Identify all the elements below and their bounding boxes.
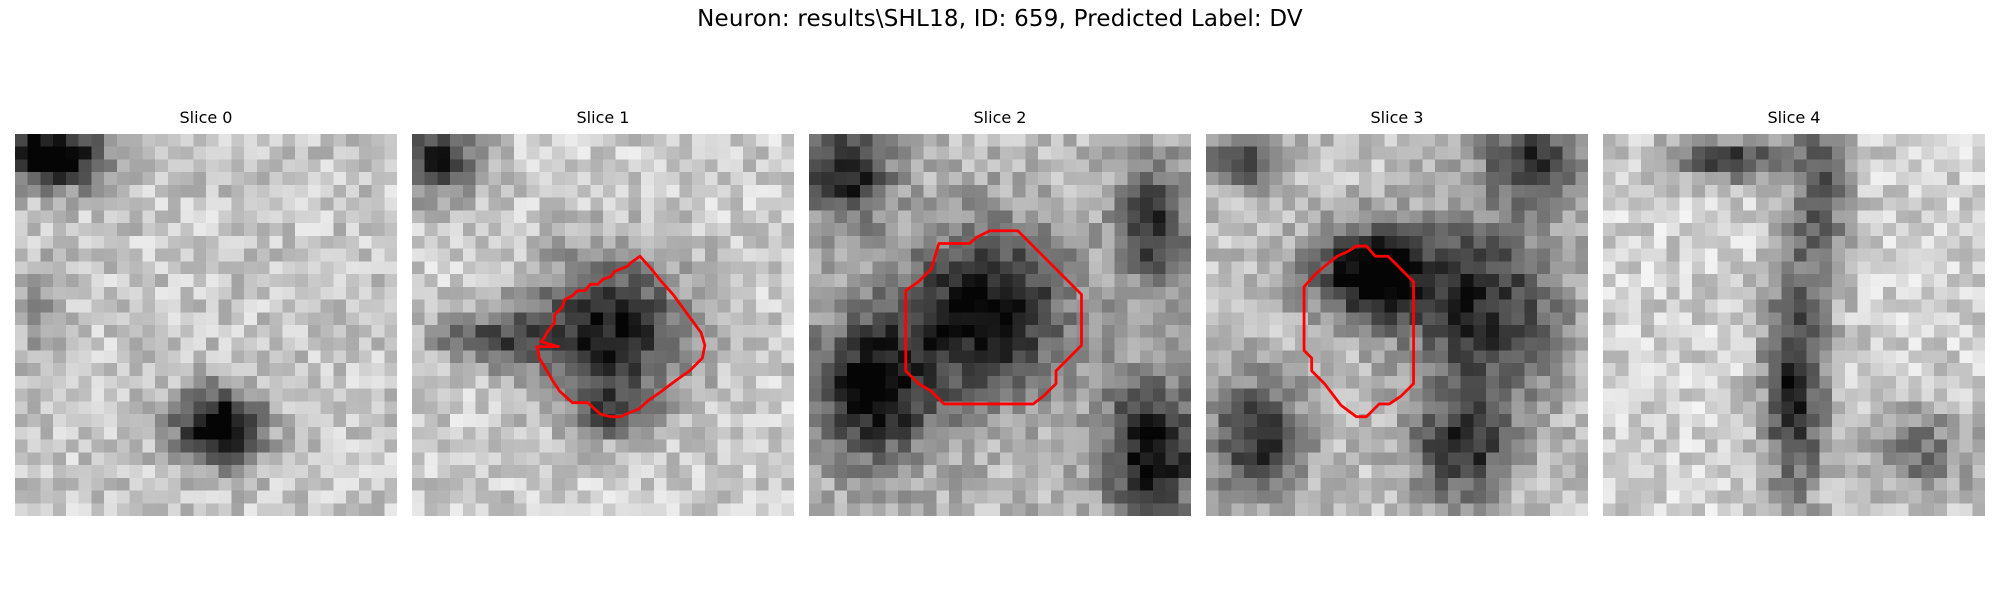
segmentation-contour (535, 254, 707, 419)
slice-title-2: Slice 2 (973, 108, 1027, 127)
segmentation-contour (1302, 244, 1415, 419)
slice-title-0: Slice 0 (179, 108, 233, 127)
slice-title-3: Slice 3 (1370, 108, 1424, 127)
slice-image-3 (1206, 134, 1588, 516)
slice-title-4: Slice 4 (1767, 108, 1821, 127)
slice-image-2 (809, 134, 1191, 516)
figure-title: Neuron: results\SHL18, ID: 659, Predicte… (697, 6, 1303, 32)
slice-image-4 (1603, 134, 1985, 516)
slice-image-1 (412, 134, 794, 516)
slice-title-1: Slice 1 (576, 108, 630, 127)
slice-image-0 (15, 134, 397, 516)
segmentation-contour (904, 229, 1083, 406)
